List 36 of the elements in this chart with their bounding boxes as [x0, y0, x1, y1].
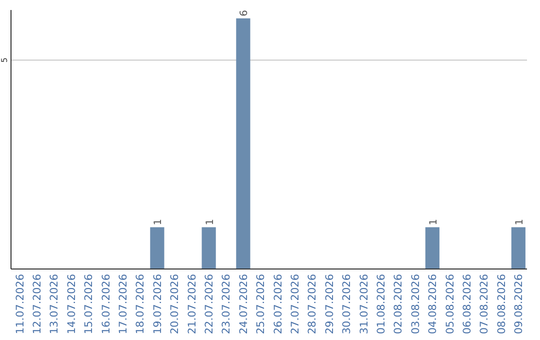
x-tick-label: 01.08.2026	[375, 274, 388, 334]
x-tick-label: 20.07.2026	[169, 274, 182, 334]
data-label: 1	[153, 218, 164, 226]
x-tick-label: 03.08.2026	[410, 274, 422, 334]
x-tick-label: 04.08.2026	[427, 274, 440, 334]
x-tick-label: 23.07.2026	[220, 274, 233, 334]
x-tick-label: 21.07.2026	[186, 274, 198, 334]
x-tick-label: 05.08.2026	[444, 274, 456, 334]
x-tick-label: 14.07.2026	[66, 274, 78, 334]
x-tick-label: 09.08.2026	[513, 274, 526, 334]
x-tick-label: 02.08.2026	[392, 274, 405, 334]
data-label: 1	[204, 218, 216, 226]
x-tick-label: 19.07.2026	[152, 274, 164, 334]
x-tick-label: 11.07.2026	[14, 274, 26, 334]
x-tick-label: 25.07.2026	[255, 274, 268, 334]
x-tick-label: 13.07.2026	[48, 274, 61, 334]
x-tick-label: 31.07.2026	[358, 274, 370, 334]
x-tick-label: 22.07.2026	[203, 274, 216, 334]
x-tick-label: 15.07.2026	[83, 274, 96, 334]
x-tick-label: 06.08.2026	[461, 274, 474, 334]
x-tick-label: 27.07.2026	[289, 274, 302, 334]
x-tick-label: 16.07.2026	[100, 274, 112, 334]
x-tick-label: 26.07.2026	[272, 274, 284, 334]
data-label: 1	[428, 218, 440, 226]
x-tick-label: 17.07.2026	[117, 274, 130, 334]
x-tick-label: 18.07.2026	[134, 274, 147, 334]
x-tick-label: 29.07.2026	[324, 274, 336, 334]
x-tick-label: 08.08.2026	[496, 274, 508, 334]
x-tick-label: 30.07.2026	[341, 274, 354, 334]
x-tick-label: 28.07.2026	[306, 274, 319, 334]
y-tick-label: 5	[0, 58, 9, 63]
data-label: 6	[239, 10, 250, 16]
x-tick-label: 07.08.2026	[478, 274, 491, 334]
x-tick-label: 24.07.2026	[238, 274, 250, 334]
data-label: 1	[514, 218, 526, 226]
x-tick-label: 12.07.2026	[31, 274, 44, 334]
